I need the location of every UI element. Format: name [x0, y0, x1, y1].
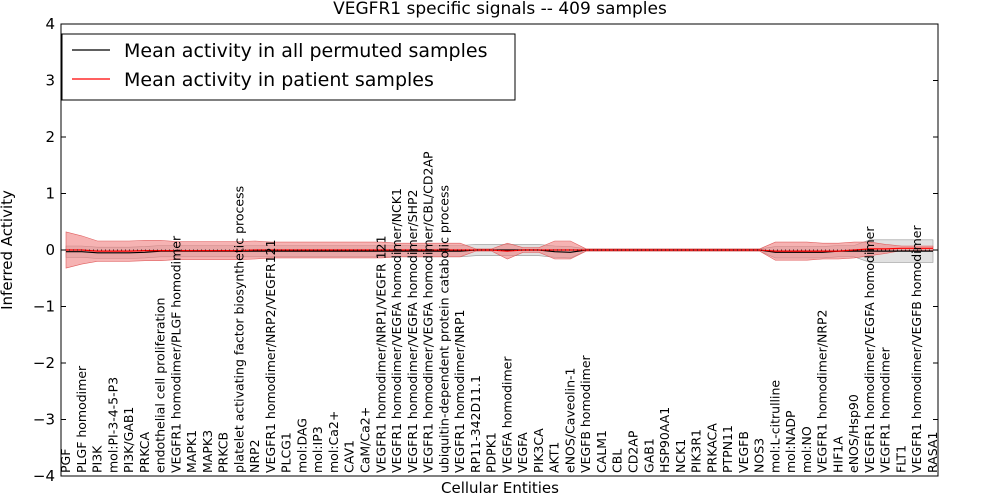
legend-box [61, 33, 516, 101]
x-tick-label: AKT1 [547, 442, 562, 473]
legend-label-permuted: Mean activity in all permuted samples [124, 40, 487, 62]
x-tick-label: mol:DAG [295, 418, 310, 473]
x-tick-label: VEGFR1 homodimer/VEGFA homodimer [862, 226, 877, 473]
x-tick-label: PTPN11 [720, 425, 735, 473]
x-tick-label: PI3K/GAB1 [121, 407, 136, 473]
x-tick-label: PLCG1 [279, 432, 294, 473]
x-tick-label: FLT1 [894, 445, 909, 473]
x-tick-label: PRKCB [216, 432, 231, 473]
series-lines [61, 247, 938, 254]
x-tick-label: CaM/Ca2+ [358, 407, 373, 473]
y-tick-label: 0 [45, 241, 55, 259]
x-tick-label: PLGF homodimer [74, 365, 89, 473]
x-tick-label: mol:L-citrulline [767, 380, 782, 473]
x-tick-label: platelet activating factor biosynthetic … [231, 186, 246, 473]
chart-title: VEGFR1 specific signals -- 409 samples [333, 0, 667, 19]
y-tick-label: 1 [45, 185, 55, 203]
x-tick-label: NOS3 [752, 438, 767, 473]
x-tick-label: mol:IP3 [310, 426, 325, 473]
x-tick-label: RP11-342D11.1 [468, 375, 483, 473]
x-tick-label: ubiquitin-dependent protein catabolic pr… [436, 185, 451, 473]
x-tick-label: HIF1A [830, 436, 845, 473]
x-tick-label: CD2AP [626, 430, 641, 473]
x-tick-label: PRKCA [137, 432, 152, 473]
x-tick-label: RASA1 [925, 432, 940, 473]
x-tick-label: mol:NADP [783, 410, 798, 473]
x-tick-label: eNOS/Hsp90 [846, 394, 861, 473]
x-tick-label: VEGFR1 homodimer/VEGFA homodimer/CBL/CD2… [421, 151, 436, 473]
x-tick-label: MAPK3 [200, 430, 215, 473]
x-tick-label: eNOS/Caveolin-1 [562, 368, 577, 473]
x-tick-label: PIK3R1 [689, 429, 704, 473]
y-tick-label: −3 [33, 411, 55, 429]
x-tick-label: PGF [58, 449, 73, 473]
y-tick-label: 4 [45, 15, 55, 33]
legend: Mean activity in all permuted samples Me… [61, 33, 516, 101]
x-tick-label: HSP90AA1 [657, 407, 672, 473]
legend-label-patient: Mean activity in patient samples [124, 69, 434, 91]
x-tick-label: VEGFR1 homodimer/NRP2/VEGFR121 [263, 239, 278, 473]
x-tick-label: VEGFB homodimer [578, 354, 593, 473]
x-tick-label: CALM1 [594, 430, 609, 473]
x-tick-label: CAV1 [342, 440, 357, 473]
x-tick-label: VEGFR1 homodimer/PLGF homodimer [168, 235, 183, 473]
x-tick-label: PI3K [90, 445, 105, 473]
x-tick-label: VEGFR1 homodimer [878, 346, 893, 473]
x-tick-label: VEGFR1 homodimer/VEGFA homodimer/SHP2 [405, 189, 420, 473]
x-tick-label: VEGFR1 homodimer/NRP2 [815, 310, 830, 473]
y-tick-label: 2 [45, 128, 55, 146]
x-tick-label: VEGFR1 homodimer/NRP1/VEGFR 121 [373, 235, 388, 473]
x-tick-label: mol:NO [799, 426, 814, 473]
y-tick-label: −2 [33, 354, 55, 372]
y-axis: −4 −3 −2 −1 0 1 2 3 4 [33, 15, 938, 485]
x-tick-label: PIK3CA [531, 428, 546, 473]
x-tick-label: GAB1 [641, 438, 656, 473]
x-tick-label: VEGFA homodimer [499, 356, 514, 473]
x-tick-label: VEGFB [736, 431, 751, 473]
x-tick-label: CBL [610, 449, 625, 473]
x-axis-label: Cellular Entities [441, 479, 559, 497]
x-tick-label: mol:Ca2+ [326, 411, 341, 473]
y-tick-label: −1 [33, 298, 55, 316]
x-tick-label: NCK1 [673, 439, 688, 473]
x-tick-label: PRKACA [704, 423, 719, 473]
y-tick-label: 3 [45, 72, 55, 90]
x-tick-label: VEGFR1 homodimer/VEGFB homodimer [909, 225, 924, 473]
x-tick-label: PDPK1 [484, 432, 499, 473]
x-tick-label: VEGFR1 homodimer/VEGFA homodimer/NCK1 [389, 188, 404, 473]
y-axis-label: Inferred Activity [0, 190, 16, 310]
x-tick-label: VEGFR1 homodimer/NRP1 [452, 310, 467, 473]
x-tick-label: VEGFA [515, 432, 530, 473]
line-patient [66, 247, 933, 252]
x-tick-label: endothelial cell proliferation [153, 298, 168, 473]
y-tick-label: −4 [33, 467, 55, 485]
x-tick-label: mol:PI-3-4-5-P3 [105, 377, 120, 473]
x-tick-label: MAPK1 [184, 430, 199, 473]
x-tick-label: NRP2 [247, 439, 262, 473]
x-tick-labels: PGF PLGF homodimer PI3K mol:PI-3-4-5-P3 PI3K… [58, 151, 940, 473]
